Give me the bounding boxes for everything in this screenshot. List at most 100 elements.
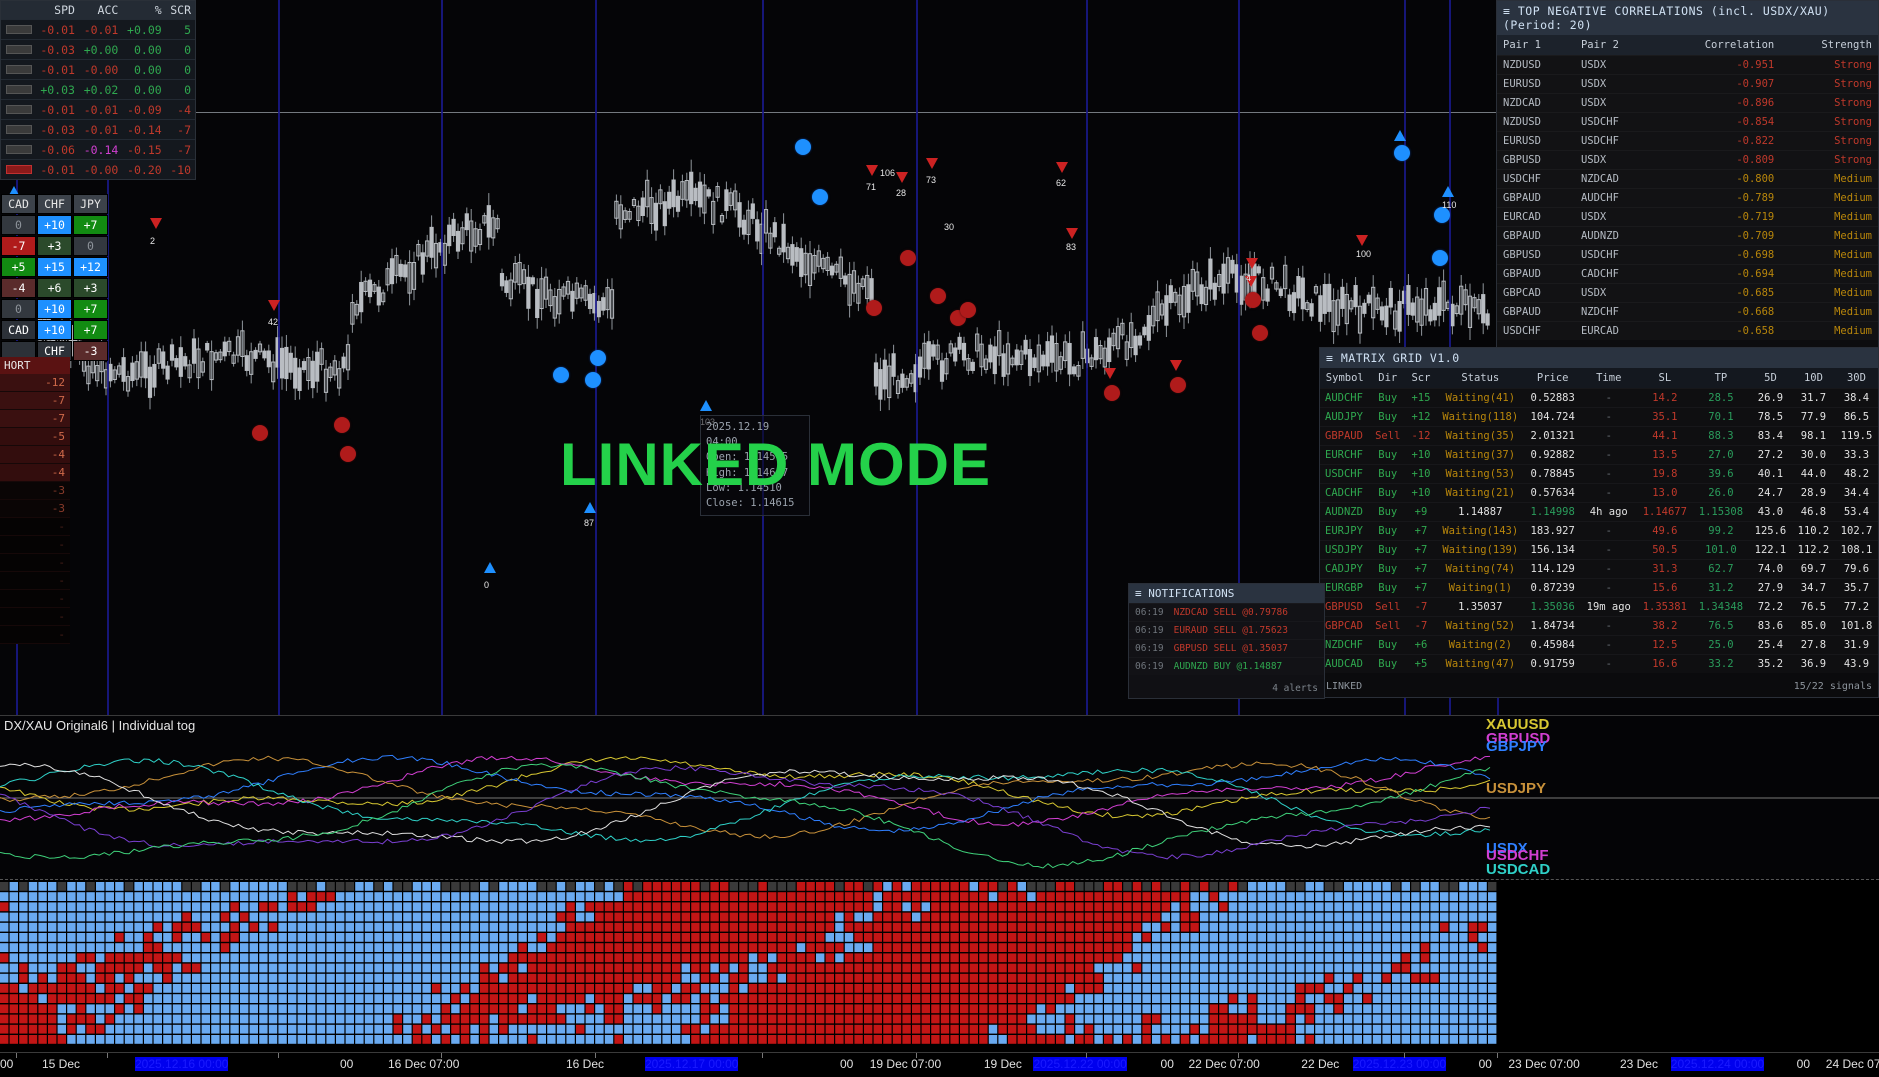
time-axis-tick[interactable]: 24 Dec 07:00 <box>1825 1057 1879 1071</box>
matrix-col-scr[interactable]: Scr <box>1406 368 1436 389</box>
stats-row[interactable]: -0.06 -0.14 -0.15 -7 <box>1 139 195 160</box>
ccy-cell[interactable]: 0 <box>1 215 36 235</box>
time-axis-tick[interactable]: 19 Dec <box>983 1057 1022 1071</box>
corr-col-pair-1[interactable]: Pair 1 <box>1497 35 1575 56</box>
correlation-row[interactable]: NZDCAD USDX -0.896 Strong <box>1497 93 1878 113</box>
matrix-row[interactable]: EURCHF Buy +10 Waiting(37) 0.92882-13.5 27.0 2… <box>1320 445 1878 465</box>
sell-arrow-icon[interactable] <box>1245 276 1257 287</box>
buy-signal-marker[interactable] <box>553 367 569 383</box>
short-row[interactable]: -7 <box>0 392 70 410</box>
ccy-cell[interactable]: 0 <box>1 299 36 319</box>
short-row[interactable]: - <box>0 626 70 644</box>
sell-arrow-icon[interactable] <box>150 218 162 229</box>
buy-arrow-icon[interactable] <box>8 186 20 197</box>
ccy-cell[interactable]: +10 <box>37 215 72 235</box>
matrix-col-status[interactable]: Status <box>1435 368 1525 389</box>
ccy-cell[interactable]: +12 <box>73 257 108 277</box>
time-axis-tick[interactable]: 2025.12.17 00:00 <box>645 1057 739 1071</box>
buy-arrow-icon[interactable] <box>1394 130 1406 141</box>
buy-arrow-icon[interactable] <box>484 562 496 573</box>
buy-arrow-icon[interactable] <box>700 400 712 411</box>
sell-arrow-icon[interactable] <box>1170 360 1182 371</box>
time-axis-tick[interactable]: 23 Dec 07:00 <box>1508 1057 1580 1071</box>
matrix-row[interactable]: AUDNZD Buy +9 1.14887 1.14998 4h ago 1.14677 1.… <box>1320 502 1878 522</box>
ccy-header-chf[interactable]: CHF <box>37 194 72 214</box>
sell-arrow-icon[interactable] <box>1246 258 1258 269</box>
time-axis[interactable]: 00 15 Dec 2025.12.16 00:00 00 16 Dec 07:00 16… <box>0 1052 1879 1077</box>
short-row[interactable]: -4 <box>0 446 70 464</box>
top-negative-correlations-panel[interactable]: ≡ TOP NEGATIVE CORRELATIONS (incl. USDX/… <box>1496 0 1879 365</box>
ccy-cell[interactable]: -7 <box>1 236 36 256</box>
short-row[interactable]: -4 <box>0 464 70 482</box>
matrix-col-dir[interactable]: Dir <box>1369 368 1406 389</box>
ccy-cell[interactable]: +3 <box>37 236 72 256</box>
correlation-row[interactable]: EURUSD USDCHF -0.822 Strong <box>1497 131 1878 151</box>
time-axis-tick[interactable]: 15 Dec <box>42 1057 81 1071</box>
correlation-row[interactable]: GBPUSD USDCHF -0.698 Medium <box>1497 245 1878 265</box>
stats-row[interactable]: -0.01 -0.00 -0.20 -10 <box>1 159 195 179</box>
sell-arrow-icon[interactable] <box>1066 228 1078 239</box>
correlations-title[interactable]: ≡ TOP NEGATIVE CORRELATIONS (incl. USDX/… <box>1497 1 1878 35</box>
buy-arrow-icon[interactable] <box>584 502 596 513</box>
short-row[interactable]: - <box>0 554 70 572</box>
matrix-row[interactable]: AUDJPY Buy +12 Waiting(118) 104.724-35.1 70.1… <box>1320 407 1878 427</box>
notifications-panel[interactable]: ≡ NOTIFICATIONS 06:19 NZDCAD SELL @0.7978… <box>1128 583 1325 699</box>
time-axis-tick[interactable]: 00 <box>1796 1057 1811 1071</box>
short-row[interactable]: - <box>0 590 70 608</box>
sell-signal-marker[interactable] <box>252 425 268 441</box>
sell-arrow-icon[interactable] <box>866 165 878 176</box>
ccy-cell[interactable]: +7 <box>73 299 108 319</box>
matrix-row[interactable]: CADCHF Buy +10 Waiting(21) 0.57634-13.0 26.0 2… <box>1320 483 1878 503</box>
matrix-row[interactable]: USDCHF Buy +10 Waiting(53) 0.78845-19.8 39.6 4… <box>1320 464 1878 484</box>
stats-row[interactable]: -0.01 -0.01 +0.09 5 <box>1 19 195 40</box>
stats-row[interactable]: +0.03 +0.02 0.00 0 <box>1 79 195 100</box>
buy-signal-marker[interactable] <box>812 189 828 205</box>
sell-arrow-icon[interactable] <box>1056 162 1068 173</box>
ccy-cell[interactable]: -3 <box>73 341 108 361</box>
time-axis-tick[interactable]: 2025.12.24 00:00 <box>1670 1057 1765 1071</box>
correlation-row[interactable]: EURCAD USDX -0.719 Medium <box>1497 207 1878 227</box>
matrix-row[interactable]: GBPAUD Sell -12 Waiting(35) 2.01321-44.1 88.3… <box>1320 426 1878 446</box>
buy-signal-marker[interactable] <box>1434 207 1450 223</box>
buy-signal-marker[interactable] <box>585 372 601 388</box>
matrix-row[interactable]: EURGBP Buy +7 Waiting(1) 0.87239-15.6 31.2 27.… <box>1320 578 1878 598</box>
ccy-cell[interactable]: -4 <box>1 278 36 298</box>
time-axis-tick[interactable]: 00 <box>1160 1057 1174 1071</box>
short-row[interactable]: -12 <box>0 374 70 392</box>
time-axis-tick[interactable]: 2025.12.16 00:00 <box>135 1057 229 1071</box>
matrix-row[interactable]: EURJPY Buy +7 Waiting(143) 183.927-49.6 99.2 1… <box>1320 521 1878 541</box>
sell-signal-marker[interactable] <box>1252 325 1268 341</box>
ccy-cell[interactable]: +10 <box>37 320 72 340</box>
corr-col-correlation[interactable]: Correlation <box>1652 35 1781 56</box>
sell-arrow-icon[interactable] <box>896 172 908 183</box>
correlation-row[interactable]: USDCHF NZDCAD -0.800 Medium <box>1497 169 1878 189</box>
time-axis-tick[interactable]: 00 <box>840 1057 854 1071</box>
buy-signal-marker[interactable] <box>590 350 606 366</box>
time-axis-tick[interactable]: 23 Dec <box>1619 1057 1658 1071</box>
sell-signal-marker[interactable] <box>334 417 350 433</box>
ccy-cell[interactable]: +10 <box>37 299 72 319</box>
matrix-row[interactable]: CADJPY Buy +7 Waiting(74) 114.129-31.3 62.7 74… <box>1320 559 1878 579</box>
sell-signal-marker[interactable] <box>866 300 882 316</box>
sell-arrow-icon[interactable] <box>268 300 280 311</box>
matrix-grid-title[interactable]: ≡ MATRIX GRID V1.0 <box>1320 348 1878 368</box>
buy-signal-marker[interactable] <box>795 139 811 155</box>
matrix-col-tp[interactable]: TP <box>1692 368 1749 389</box>
short-row[interactable]: - <box>0 572 70 590</box>
sell-arrow-icon[interactable] <box>1104 368 1116 379</box>
ccy-cell[interactable]: +15 <box>37 257 72 277</box>
matrix-row[interactable]: GBPUSD Sell -7 1.35037 1.35036 19m ago 1.35381… <box>1320 597 1878 617</box>
notification-row[interactable]: 06:19 EURAUD SELL @1.75623 <box>1129 621 1324 639</box>
ccy-cell[interactable]: +7 <box>73 215 108 235</box>
sell-signal-marker[interactable] <box>1104 385 1120 401</box>
time-axis-tick[interactable]: 00 <box>1478 1057 1492 1071</box>
sell-signal-marker[interactable] <box>340 446 356 462</box>
matrix-col-price[interactable]: Price <box>1524 368 1581 389</box>
buy-arrow-icon[interactable] <box>1442 186 1454 197</box>
corr-col-pair-2[interactable]: Pair 2 <box>1574 35 1653 56</box>
ccy-cell[interactable]: +6 <box>37 278 72 298</box>
short-row[interactable]: -3 <box>0 500 70 518</box>
buy-signal-marker[interactable] <box>1432 250 1448 266</box>
short-row[interactable]: - <box>0 518 70 536</box>
sell-signal-marker[interactable] <box>960 302 976 318</box>
